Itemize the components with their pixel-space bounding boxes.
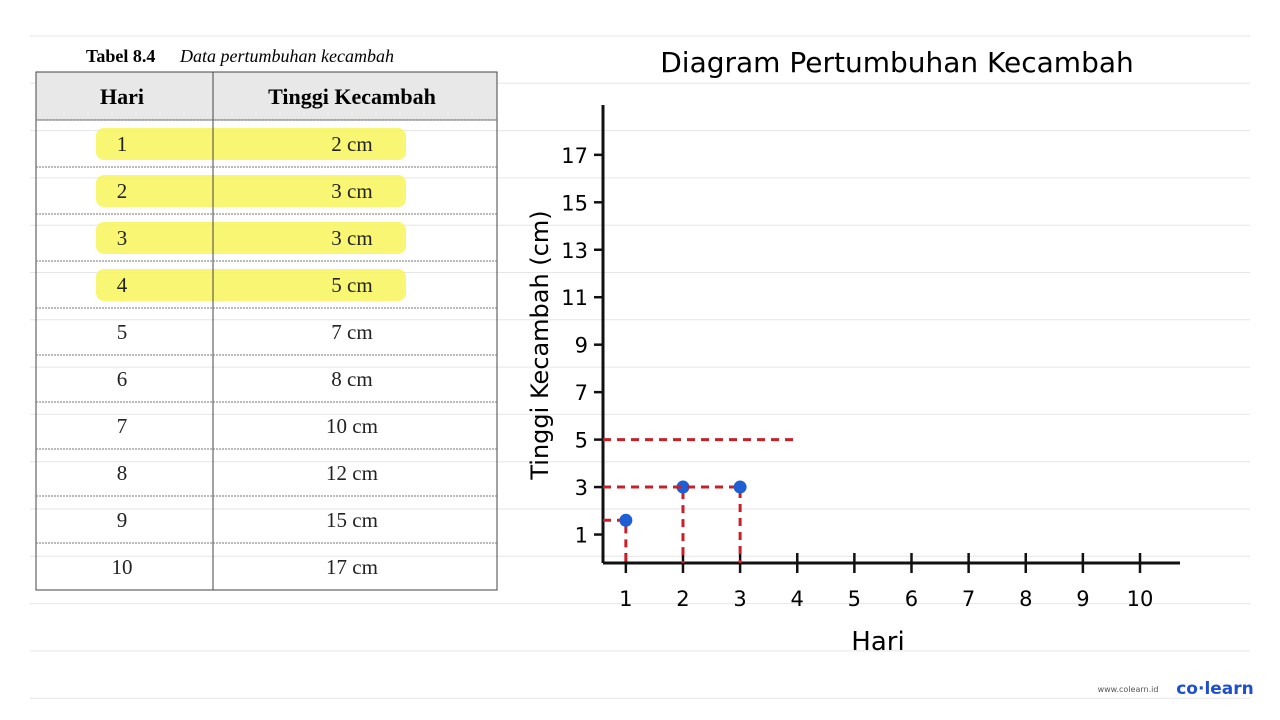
table-cell: 5 cm	[331, 273, 372, 297]
table-cell: 6	[117, 367, 128, 391]
table-cell: 15 cm	[326, 508, 378, 532]
x-tick-label: 1	[619, 587, 632, 611]
y-tick-label: 15	[561, 191, 588, 215]
point	[676, 480, 690, 494]
table-cell: 5	[117, 320, 128, 344]
table-cell: 3 cm	[331, 226, 372, 250]
y-axis-label: Tinggi Kecambah (cm)	[526, 210, 554, 480]
point	[733, 480, 747, 494]
table-cell: 10	[112, 555, 133, 579]
y-tick-label: 3	[575, 476, 588, 500]
table-cell: 7	[117, 414, 128, 438]
table-cell: 3	[117, 226, 128, 250]
x-tick-label: 3	[733, 587, 746, 611]
point	[619, 513, 633, 527]
table-cell: 2	[117, 179, 128, 203]
x-tick-label: 2	[676, 587, 689, 611]
y-tick-label: 17	[561, 144, 588, 168]
x-tick-label: 6	[905, 587, 918, 611]
y-tick-label: 5	[575, 429, 588, 453]
table-cell: 4	[117, 273, 128, 297]
table-cell: 17 cm	[326, 555, 378, 579]
y-tick-label: 11	[561, 286, 588, 310]
table-cell: 12 cm	[326, 461, 378, 485]
table-cell: 9	[117, 508, 128, 532]
y-tick-label: 13	[561, 239, 588, 263]
brand-logo: co·learn	[1176, 679, 1254, 699]
x-tick-label: 4	[791, 587, 804, 611]
guide-line	[603, 485, 685, 563]
table-border	[35, 71, 498, 591]
table-caption-number: Tabel 8.4	[86, 46, 155, 66]
guide-line	[603, 485, 742, 563]
y-tick-label: 9	[575, 334, 588, 358]
x-tick-label: 9	[1076, 587, 1089, 611]
table-cell: 10 cm	[326, 414, 378, 438]
y-tick-label: 7	[575, 381, 588, 405]
table-cell: 1	[117, 132, 128, 156]
x-tick-label: 10	[1127, 587, 1154, 611]
chart-title: Diagram Pertumbuhan Kecambah	[660, 46, 1134, 79]
x-axis-label: Hari	[851, 627, 904, 657]
highlight	[96, 269, 406, 301]
x-tick-label: 5	[848, 587, 861, 611]
x-tick-label: 7	[962, 587, 975, 611]
table-header: Hari	[100, 84, 144, 109]
table-cell: 3 cm	[331, 179, 372, 203]
table-cell: 8	[117, 461, 128, 485]
table-caption: Data pertumbuhan kecambah	[179, 46, 394, 66]
table-cell: 8 cm	[331, 367, 372, 391]
highlight	[96, 128, 406, 160]
x-tick-label: 8	[1019, 587, 1032, 611]
y-tick-label: 1	[575, 524, 588, 548]
table-cell: 7 cm	[331, 320, 372, 344]
brand-url: www.colearn.id	[1098, 685, 1159, 694]
highlight	[96, 175, 406, 207]
table-cell: 2 cm	[331, 132, 372, 156]
table-header: Tinggi Kecambah	[268, 84, 436, 109]
highlight	[96, 222, 406, 254]
guide-line	[603, 518, 628, 563]
